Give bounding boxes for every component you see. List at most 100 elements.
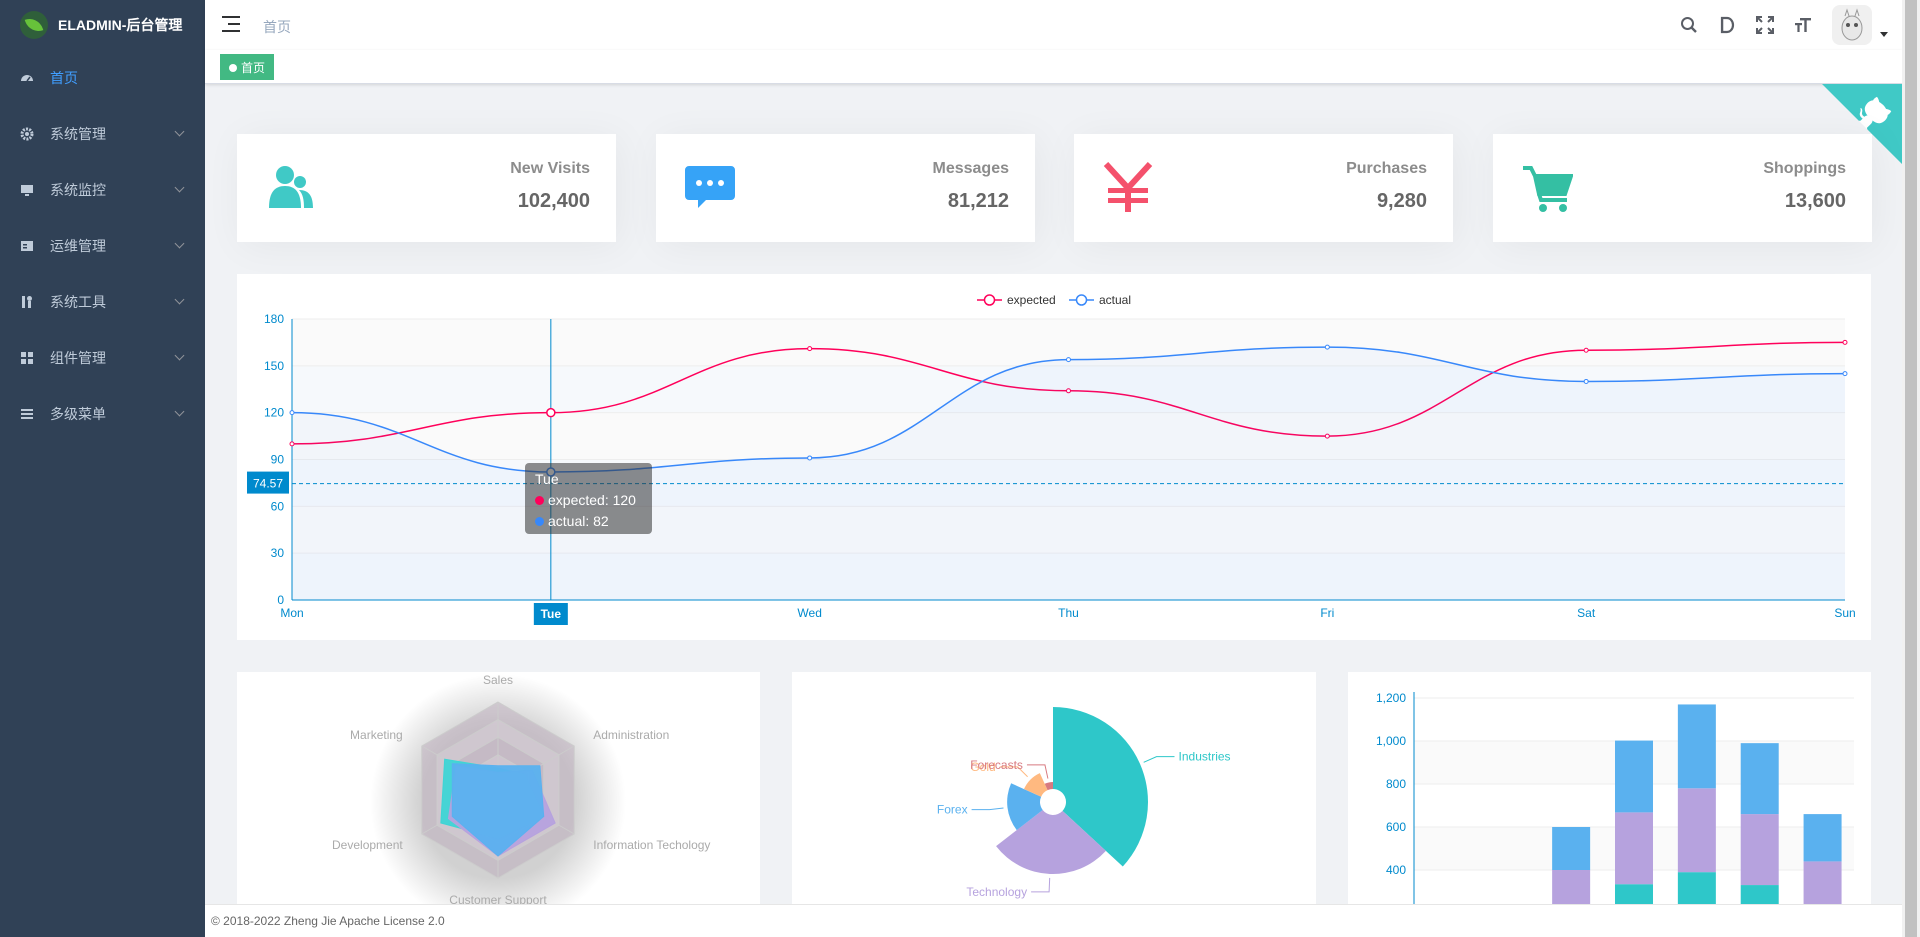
panel-shoppings[interactable]: Shoppings 13,600 xyxy=(1493,134,1872,242)
sidebar-item-label: 系统监控 xyxy=(50,182,106,198)
y-tick-label: 90 xyxy=(271,453,285,467)
sidebar-item-monitor[interactable]: 系统监控 xyxy=(0,162,205,218)
pie-slice-forecasts xyxy=(1044,782,1053,791)
sidebar-item-multilevel[interactable]: 多级菜单 xyxy=(0,386,205,442)
x-tick-label: Wed xyxy=(797,606,821,620)
tag-label: 首页 xyxy=(241,61,266,75)
bar-pageB-sun xyxy=(1803,861,1842,904)
pie-label: Forecasts xyxy=(970,758,1023,772)
github-corner-icon[interactable] xyxy=(1822,84,1902,164)
y-tick-label: 1,200 xyxy=(1376,691,1406,705)
pie-slice-forex xyxy=(1007,783,1043,831)
tags-view: 首页 xyxy=(205,50,1902,84)
radar-indicator-label: Sales xyxy=(483,673,513,687)
docs-icon[interactable] xyxy=(1708,0,1746,50)
list-icon xyxy=(20,407,34,421)
breadcrumb[interactable]: 首页 xyxy=(263,19,291,35)
actual-dot-icon xyxy=(535,517,544,526)
radar-chart-card: Sales Administration Information Techology… xyxy=(237,672,760,904)
sidebar-item-home[interactable]: 首页 xyxy=(0,50,205,106)
chevron-down-icon[interactable] xyxy=(1880,31,1888,37)
y-tick-label: 180 xyxy=(264,312,284,326)
bar-pageA-sat xyxy=(1740,885,1779,904)
x-tick-label: Sun xyxy=(1834,606,1855,620)
hamburger-icon[interactable] xyxy=(222,16,240,32)
y-tick-label: 30 xyxy=(271,546,285,560)
pie-chart-card: Industries Technology Forex Gold Forecasts xyxy=(792,672,1316,904)
tag-home[interactable]: 首页 xyxy=(220,54,275,80)
bar-pageB-thu xyxy=(1615,812,1653,885)
panel-purchases[interactable]: Purchases 9,280 xyxy=(1074,134,1453,242)
radar-chart[interactable]: Sales Administration Information Techology… xyxy=(237,672,760,904)
sidebar-item-label: 组件管理 xyxy=(50,350,106,366)
panel-new-visits[interactable]: New Visits 102,400 xyxy=(237,134,616,242)
sidebar-item-label: 系统管理 xyxy=(50,126,106,142)
sidebar-item-system[interactable]: 系统管理 xyxy=(0,106,205,162)
tooltip-title: Tue xyxy=(535,471,559,487)
radar-indicator-label: Customer Support xyxy=(449,893,547,904)
sidebar-item-ops[interactable]: 运维管理 xyxy=(0,218,205,274)
data-point xyxy=(289,441,295,447)
y-tick-label: 800 xyxy=(1386,777,1406,791)
app-logo[interactable]: ELADMIN-后台管理 xyxy=(0,0,205,50)
bar-pageB-sat xyxy=(1740,814,1779,886)
pie-label: Gold xyxy=(970,760,995,774)
tooltip-actual: actual: 82 xyxy=(548,513,609,529)
chevron-down-icon xyxy=(174,406,185,417)
sidebar-item-components[interactable]: 组件管理 xyxy=(0,330,205,386)
data-point xyxy=(807,346,813,352)
y-tick-label: 60 xyxy=(271,499,285,513)
footer: © 2018-2022 Zheng Jie Apache License 2.0 xyxy=(205,904,1902,937)
pie-label-line xyxy=(999,766,1028,778)
legend-marker xyxy=(983,294,996,306)
bar-pageA-thu xyxy=(1615,884,1653,904)
panel-value: 13,600 xyxy=(1784,190,1846,212)
monitor-icon xyxy=(20,183,34,197)
bar-chart[interactable]: 400 600 800 1,000 1,200 xyxy=(1348,672,1871,904)
crosshair-y-label-bg xyxy=(247,471,289,494)
peoples-icon xyxy=(269,166,313,208)
x-tick-label: Fri xyxy=(1320,606,1334,620)
legend-marker xyxy=(1075,294,1088,306)
data-point xyxy=(1583,347,1589,353)
bar-pageC-thu xyxy=(1615,740,1653,813)
data-point xyxy=(289,410,295,416)
message-icon xyxy=(685,166,735,208)
x-tick-label: Thu xyxy=(1058,606,1079,620)
chart-tooltip: Tue expected: 120 actual: 82 xyxy=(525,463,652,534)
data-point xyxy=(1842,339,1848,345)
y-tick-label: 400 xyxy=(1386,863,1406,877)
bar-pageC-sat xyxy=(1740,743,1779,815)
chevron-down-icon xyxy=(174,126,185,137)
pie-label-line xyxy=(1026,764,1049,779)
sidebar-item-tools[interactable]: 系统工具 xyxy=(0,274,205,330)
pie-label: Forex xyxy=(937,803,968,817)
chevron-down-icon xyxy=(174,294,185,305)
chevron-down-icon xyxy=(174,238,185,249)
line-chart[interactable]: 0 30 60 90 120 150 180 Mon Wed Thu Fri Sat Sun 74.57 T… xyxy=(237,274,1871,640)
bar-pageC-fri xyxy=(1677,704,1716,789)
y-tick-label: 600 xyxy=(1386,820,1406,834)
x-tick-label: Mon xyxy=(280,606,303,620)
radar-indicator-label: Marketing xyxy=(350,728,403,742)
search-icon[interactable] xyxy=(1670,0,1708,50)
sidebar: ELADMIN-后台管理 首页 系统管理 系统监控 运维管 xyxy=(0,0,205,937)
pie-label-line xyxy=(1143,756,1175,763)
crosshair-x-label-bg xyxy=(533,603,568,625)
data-point xyxy=(1842,371,1848,377)
avatar[interactable] xyxy=(1832,5,1872,45)
page-scrollbar[interactable] xyxy=(1902,0,1920,937)
font-size-icon[interactable] xyxy=(1784,0,1822,50)
leaf-logo-icon xyxy=(20,11,48,39)
data-point xyxy=(1066,357,1071,363)
panel-label: Messages xyxy=(932,160,1010,177)
panel-messages[interactable]: Messages 81,212 xyxy=(656,134,1035,242)
pie-slice-industries xyxy=(1053,707,1148,867)
fullscreen-icon[interactable] xyxy=(1746,0,1784,50)
line-chart-card: 0 30 60 90 120 150 180 Mon Wed Thu Fri Sat Sun 74.57 T… xyxy=(237,274,1871,640)
radar-indicator-label: Administration xyxy=(593,728,669,742)
tools-icon xyxy=(20,295,34,309)
bar-chart-card: 400 600 800 1,000 1,200 xyxy=(1348,672,1871,904)
pie-label-line xyxy=(1031,877,1051,893)
